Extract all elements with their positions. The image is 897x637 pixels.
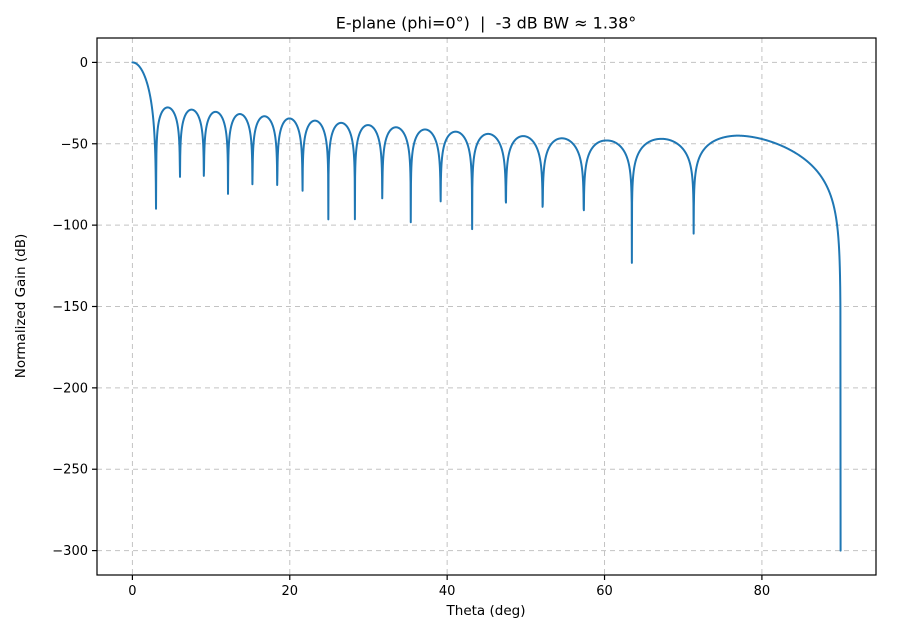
gain-curve: [131, 61, 842, 552]
x-tick-label: 0: [128, 584, 136, 599]
x-tick-label: 60: [596, 584, 613, 599]
x-tick-label: 40: [439, 584, 456, 599]
y-axis-label: Normalized Gain (dB): [13, 233, 29, 379]
y-tick-label: −50: [61, 137, 88, 152]
y-tick-label: −100: [52, 219, 88, 234]
y-tick-label: −250: [52, 463, 88, 478]
x-tick-label: 80: [754, 584, 771, 599]
y-tick-label: −200: [52, 381, 88, 396]
chart-title: E-plane (phi=0°) | -3 dB BW ≈ 1.38°: [335, 13, 637, 33]
y-tick-label: 0: [80, 56, 88, 71]
x-axis-label: Theta (deg): [446, 603, 526, 619]
y-tick-label: −150: [52, 300, 88, 315]
x-tick-label: 20: [282, 584, 299, 599]
y-tick-label: −300: [52, 544, 88, 559]
